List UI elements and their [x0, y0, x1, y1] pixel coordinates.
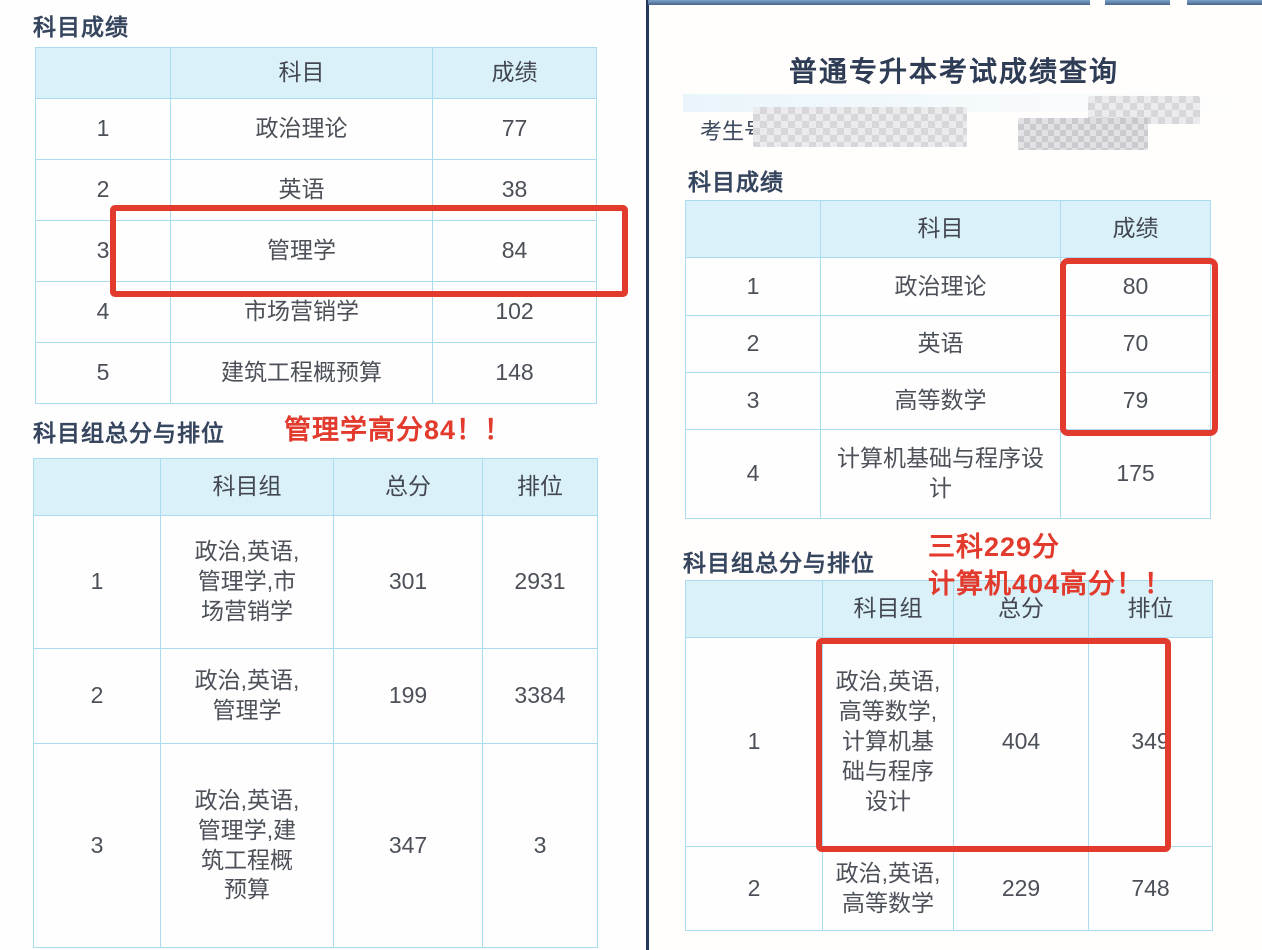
table-row: 1 政治理论 80 — [685, 257, 1211, 316]
right-red-annotation-line2: 计算机404高分！！ — [928, 569, 1173, 599]
table-header-row: 科目组 总分 排位 — [33, 458, 598, 516]
table-cell: 英语 — [170, 159, 433, 221]
table-row: 3 政治,英语, 管理学,建 筑工程概 预算 347 3 — [33, 743, 598, 948]
table-cell: 政治理论 — [170, 98, 433, 160]
table-cell: 38 — [432, 159, 597, 221]
table-row: 4 计算机基础与程序设 计 175 — [685, 429, 1211, 519]
table-cell: 229 — [953, 846, 1089, 931]
censored-candidate-name — [1018, 118, 1148, 150]
table-cell: 政治,英语, 高等数学, 计算机基 础与程序 设计 — [822, 637, 954, 847]
left-subject-scores-title: 科目成绩 — [33, 14, 129, 40]
table-row: 2 英语 38 — [35, 159, 597, 221]
header-subject-group: 科目组 — [822, 580, 954, 638]
table-header-row: 科目 成绩 — [35, 47, 597, 99]
table-cell: 市场营销学 — [170, 281, 433, 343]
table-cell: 高等数学 — [820, 372, 1061, 430]
table-cell: 英语 — [820, 315, 1061, 373]
table-cell: 79 — [1060, 372, 1211, 430]
table-cell: 175 — [1060, 429, 1211, 519]
left-group-score-table: 科目组 总分 排位 1 政治,英语, 管理学,市 场营销学 301 2931 2 政治,英… — [33, 458, 598, 948]
right-red-annotation-line1: 三科229分 — [928, 532, 1061, 562]
table-cell: 3 — [685, 372, 821, 430]
table-cell: 5 — [35, 342, 171, 404]
card-top-border-segment — [1105, 0, 1170, 5]
table-cell: 管理学 — [170, 220, 433, 282]
table-cell: 1 — [685, 637, 823, 847]
table-cell: 4 — [35, 281, 171, 343]
table-cell: 1 — [35, 98, 171, 160]
table-cell: 3384 — [482, 648, 598, 744]
table-cell: 3 — [33, 743, 161, 948]
table-cell: 政治,英语, 管理学,市 场营销学 — [160, 515, 334, 649]
table-cell: 80 — [1060, 257, 1211, 316]
table-row: 1 政治理论 77 — [35, 98, 597, 160]
table-row: 3 管理学 84 — [35, 220, 597, 282]
table-cell: 84 — [432, 220, 597, 282]
left-red-annotation: 管理学高分84！！ — [284, 415, 513, 445]
table-cell: 政治理论 — [820, 257, 1061, 316]
header-index — [685, 200, 821, 258]
page-title: 普通专升本考试成绩查询 — [788, 56, 1119, 87]
table-row: 2 英语 70 — [685, 315, 1211, 373]
card-top-border-segment — [1187, 0, 1262, 5]
right-subject-score-table: 科目 成绩 1 政治理论 80 2 英语 70 3 高等数学 79 4 计算机基础与程序设 计 175 — [685, 200, 1211, 519]
table-cell: 2931 — [482, 515, 598, 649]
table-cell: 2 — [685, 846, 823, 931]
header-total: 总分 — [333, 458, 483, 516]
table-cell: 2 — [33, 648, 161, 744]
table-cell: 404 — [953, 637, 1089, 847]
table-header-row: 科目组 总分 排位 — [685, 580, 1213, 638]
table-cell: 政治,英语, 高等数学 — [822, 846, 954, 931]
table-cell: 4 — [685, 429, 821, 519]
table-cell: 748 — [1088, 846, 1213, 931]
card-top-border-segment — [648, 0, 1090, 5]
header-total: 总分 — [953, 580, 1089, 638]
table-cell: 3 — [482, 743, 598, 948]
table-header-row: 科目 成绩 — [685, 200, 1211, 258]
table-cell: 70 — [1060, 315, 1211, 373]
table-cell: 347 — [333, 743, 483, 948]
table-cell: 政治,英语, 管理学 — [160, 648, 334, 744]
header-subject: 科目 — [820, 200, 1061, 258]
table-cell: 301 — [333, 515, 483, 649]
censored-candidate-number — [753, 107, 967, 147]
table-cell: 349 — [1088, 637, 1213, 847]
header-rank: 排位 — [482, 458, 598, 516]
table-cell: 3 — [35, 220, 171, 282]
table-row: 1 政治,英语, 管理学,市 场营销学 301 2931 — [33, 515, 598, 649]
header-score: 成绩 — [1060, 200, 1211, 258]
table-cell: 政治,英语, 管理学,建 筑工程概 预算 — [160, 743, 334, 948]
table-cell: 1 — [33, 515, 161, 649]
table-cell: 2 — [685, 315, 821, 373]
table-cell: 148 — [432, 342, 597, 404]
header-rank: 排位 — [1088, 580, 1213, 638]
right-group-score-table: 科目组 总分 排位 1 政治,英语, 高等数学, 计算机基 础与程序 设计 404 3… — [685, 580, 1213, 931]
table-cell: 建筑工程概预算 — [170, 342, 433, 404]
table-cell: 77 — [432, 98, 597, 160]
header-index — [685, 580, 823, 638]
table-row: 2 政治,英语, 高等数学 229 748 — [685, 846, 1213, 931]
header-score: 成绩 — [432, 47, 597, 99]
left-group-scores-title: 科目组总分与排位 — [33, 420, 225, 446]
table-cell: 1 — [685, 257, 821, 316]
table-row: 1 政治,英语, 高等数学, 计算机基 础与程序 设计 404 349 — [685, 637, 1213, 847]
table-cell: 102 — [432, 281, 597, 343]
right-subject-scores-title: 科目成绩 — [688, 169, 784, 195]
table-row: 4 市场营销学 102 — [35, 281, 597, 343]
header-subject-group: 科目组 — [160, 458, 334, 516]
table-cell: 2 — [35, 159, 171, 221]
right-group-scores-title: 科目组总分与排位 — [683, 550, 875, 576]
table-cell: 199 — [333, 648, 483, 744]
table-row: 2 政治,英语, 管理学 199 3384 — [33, 648, 598, 744]
left-subject-score-table: 科目 成绩 1 政治理论 77 2 英语 38 3 管理学 84 4 市场营销学 102 5 建筑工程概预… — [35, 47, 597, 404]
table-cell: 计算机基础与程序设 计 — [820, 429, 1061, 519]
table-row: 3 高等数学 79 — [685, 372, 1211, 430]
header-subject: 科目 — [170, 47, 433, 99]
header-index — [35, 47, 171, 99]
table-row: 5 建筑工程概预算 148 — [35, 342, 597, 404]
header-index — [33, 458, 161, 516]
